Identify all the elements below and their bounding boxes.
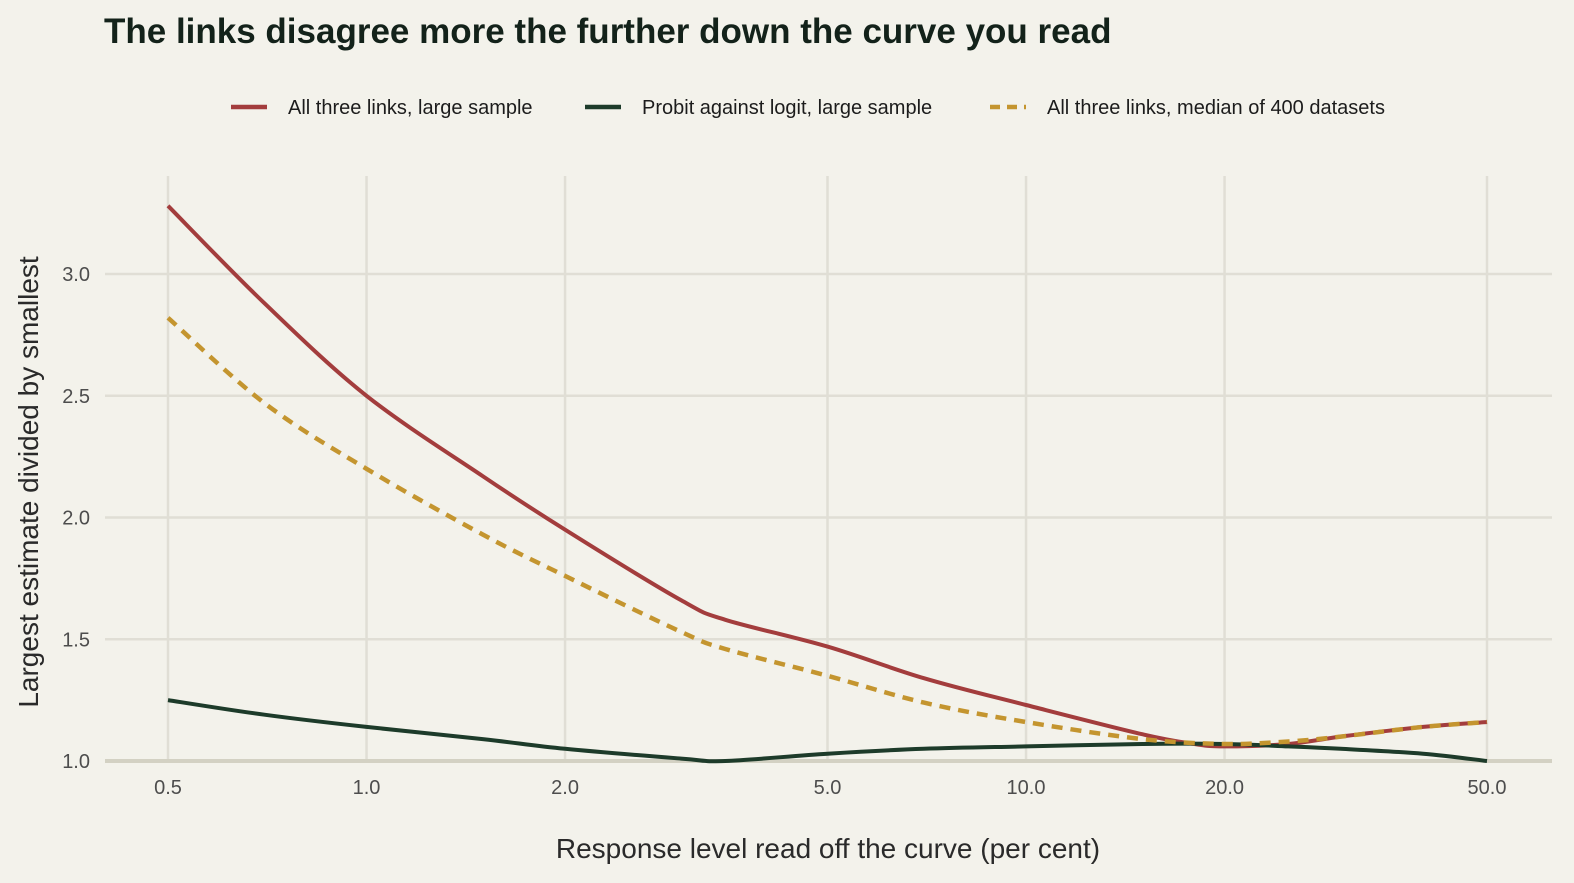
x-axis-label: Response level read off the curve (per c… bbox=[556, 833, 1100, 864]
series-line-3 bbox=[166, 316, 1488, 747]
series-lines bbox=[166, 204, 1488, 764]
y-tick-label: 2.5 bbox=[62, 386, 90, 408]
x-tick-label: 10.0 bbox=[1007, 777, 1046, 799]
x-tick-label: 5.0 bbox=[814, 777, 842, 799]
grid bbox=[105, 176, 1552, 763]
x-tick-label: 50.0 bbox=[1468, 777, 1507, 799]
y-tick-label: 2.0 bbox=[62, 508, 90, 530]
legend-label: All three links, median of 400 datasets bbox=[1047, 97, 1385, 119]
chart-title: The links disagree more the further down… bbox=[104, 12, 1111, 51]
x-axis-ticks: 0.5 1.0 2.0 5.0 10.0 20.0 50.0 bbox=[154, 777, 1506, 799]
series-line-2 bbox=[167, 698, 1488, 764]
x-tick-label: 2.0 bbox=[551, 777, 579, 799]
y-tick-label: 3.0 bbox=[62, 264, 90, 286]
y-axis-ticks: 1.0 1.5 2.0 2.5 3.0 bbox=[62, 264, 90, 773]
y-tick-label: 1.5 bbox=[62, 629, 90, 651]
x-tick-label: 1.0 bbox=[353, 777, 381, 799]
legend: All three links, large sample Probit agai… bbox=[231, 97, 1385, 119]
y-tick-label: 1.0 bbox=[62, 751, 90, 773]
y-axis-label: Largest estimate divided by smallest bbox=[13, 256, 44, 708]
x-tick-label: 0.5 bbox=[154, 777, 182, 799]
legend-label: Probit against logit, large sample bbox=[642, 97, 932, 119]
legend-label: All three links, large sample bbox=[288, 97, 533, 119]
x-tick-label: 20.0 bbox=[1205, 777, 1244, 799]
series-line-1 bbox=[166, 204, 1488, 749]
